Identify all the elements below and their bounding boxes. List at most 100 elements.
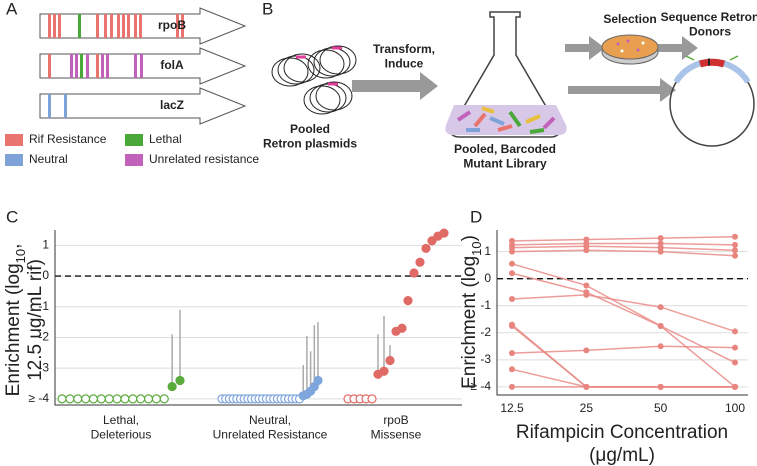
x-tick-label: Neutral, Unrelated Resistance — [213, 413, 328, 441]
gene-arrow — [39, 7, 247, 45]
data-point — [509, 323, 515, 330]
arrow — [658, 36, 698, 60]
data-line — [511, 345, 736, 354]
y-axis-label-part: ) — [459, 235, 480, 241]
data-point — [120, 394, 130, 404]
mutation-stripe — [104, 14, 107, 38]
mutation-stripe — [117, 14, 120, 38]
data-point — [583, 291, 590, 298]
data-point — [732, 359, 738, 366]
axis — [496, 230, 748, 396]
arrow — [352, 72, 438, 100]
panel-label: D — [470, 207, 482, 226]
mutation-stripe — [53, 14, 56, 38]
x-tick-label: 12.5 — [500, 401, 524, 415]
data-point — [732, 233, 738, 240]
data-point — [583, 347, 590, 354]
step-label: Pooled Retron plasmids — [263, 122, 357, 150]
svg-text:Enrichment (log10): Enrichment (log10) — [459, 235, 484, 389]
mutation-stripe — [96, 54, 99, 78]
data-point — [143, 394, 154, 404]
mutation-stripe — [86, 54, 89, 78]
mutation-stripe — [48, 54, 51, 78]
x-tick-label: 100 — [725, 401, 745, 415]
y-tick-label: -2 — [480, 325, 491, 339]
data-point — [732, 252, 738, 259]
data-point — [415, 257, 425, 267]
mutation-stripe — [127, 14, 130, 38]
data-point — [128, 394, 138, 404]
y-tick-label: 0 — [484, 271, 491, 285]
mutation-stripe — [96, 14, 99, 38]
data-line — [511, 245, 736, 252]
data-point — [427, 236, 437, 246]
arrow — [568, 78, 676, 102]
data-point — [509, 295, 515, 302]
y-tick-label: 1 — [42, 238, 49, 252]
data-point — [657, 323, 664, 330]
data-point — [509, 366, 515, 373]
mutation-stripe — [70, 54, 73, 78]
data-point — [104, 394, 114, 404]
data-point — [397, 323, 407, 333]
data-point — [57, 394, 67, 404]
step-label: Pooled, Barcoded Mutant Library — [454, 142, 556, 170]
y-tick-label: -3 — [480, 352, 491, 366]
legend-label: Lethal — [149, 132, 182, 146]
y-axis-label: Enrichment (log10) — [459, 235, 484, 389]
mutation-stripe — [134, 54, 137, 78]
data-point — [657, 235, 664, 242]
plasmid-pool — [271, 45, 357, 115]
data-line — [511, 249, 736, 257]
data-point — [167, 381, 177, 392]
mutation-stripe — [181, 14, 184, 38]
data-point — [657, 383, 664, 390]
data-line — [511, 236, 736, 242]
mutation-stripe — [78, 14, 81, 38]
mutation-stripe — [110, 14, 113, 38]
data-point — [65, 394, 75, 404]
legend-swatch — [5, 154, 23, 166]
gene-label: rpoB — [158, 18, 186, 32]
mutation-stripe — [122, 14, 125, 38]
legend-label: Neutral — [29, 152, 68, 166]
step-label: Transform, Induce — [373, 42, 435, 70]
data-point — [112, 394, 122, 404]
y-tick-label: -1 — [38, 299, 49, 313]
data-line — [511, 368, 735, 388]
x-tick-label: 50 — [654, 401, 668, 415]
step-label: Selection — [603, 12, 656, 26]
data-point — [367, 394, 377, 404]
data-point — [732, 241, 738, 248]
data-point — [159, 394, 169, 404]
legend-label: Unrelated resistance — [149, 152, 259, 166]
y-tick-label: -1 — [480, 298, 491, 312]
data-point — [732, 344, 738, 351]
mutation-stripe — [75, 54, 78, 78]
gene-label: folA — [160, 58, 184, 72]
mutation-stripe — [64, 94, 67, 118]
data-point — [732, 247, 738, 254]
data-point — [732, 328, 738, 335]
y-tick-label: 0 — [42, 268, 49, 282]
y-axis-label-part: Enrichment (log — [459, 256, 480, 389]
data-point — [657, 343, 664, 350]
data-point — [136, 394, 146, 404]
data-point — [96, 394, 106, 404]
x-axis-label: Rifampicin Concentration (μg/mL) — [516, 422, 728, 466]
y-tick-label: -2 — [38, 330, 49, 344]
data-point — [509, 350, 515, 357]
petri-dish — [601, 34, 659, 65]
mutation-stripe — [139, 14, 142, 38]
data-point — [583, 383, 590, 390]
y-tick-label: ≥ -4 — [28, 391, 49, 405]
data-point — [583, 247, 590, 254]
gene-label: lacZ — [160, 98, 184, 112]
data-point — [657, 304, 664, 311]
data-line — [511, 294, 736, 333]
y-axis-label: Enrichment (log10, 12.5 ug/mL rif) — [3, 244, 46, 397]
mutation-stripe — [101, 54, 104, 78]
mutation-stripe — [134, 14, 137, 38]
y-axis-label-part: Enrichment (log — [3, 263, 24, 396]
